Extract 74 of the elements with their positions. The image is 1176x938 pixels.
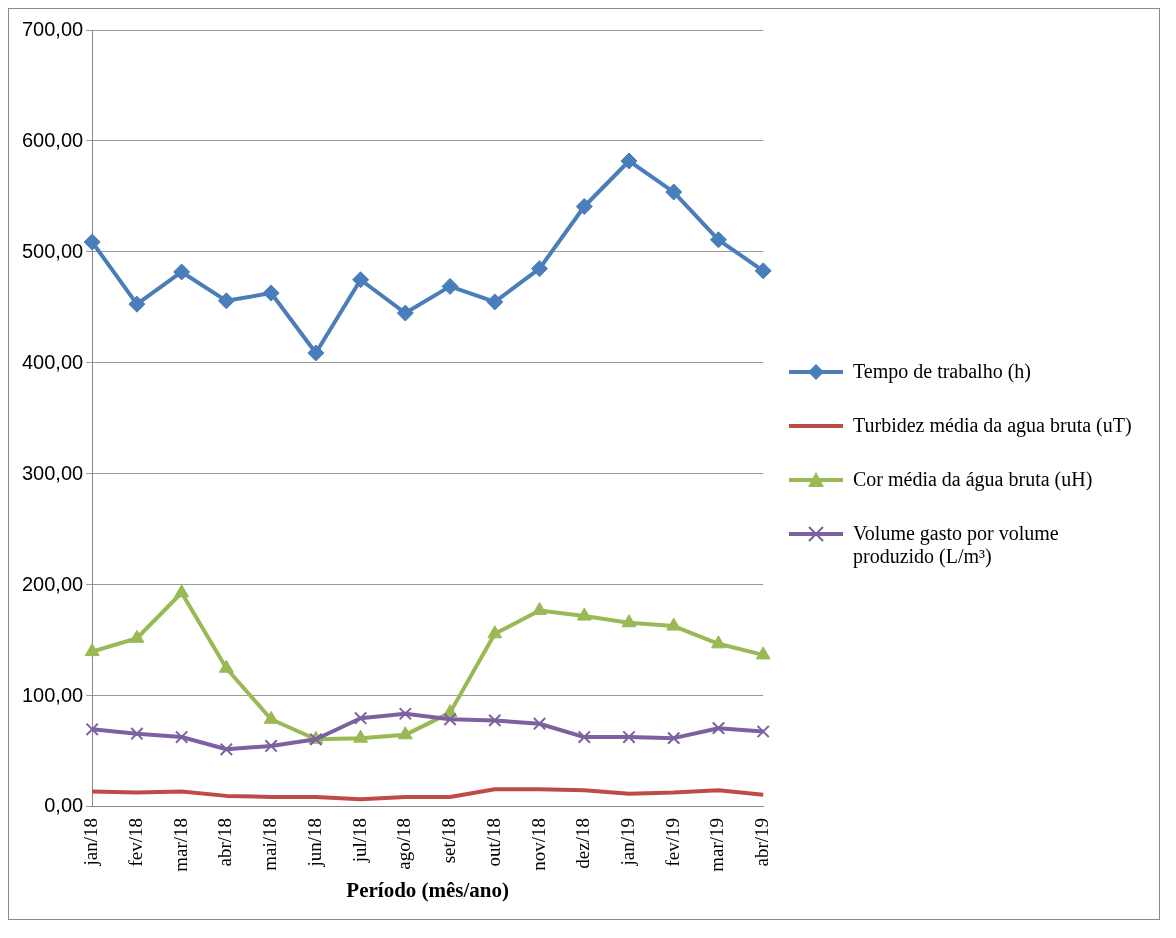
point [397, 726, 413, 740]
point [576, 607, 592, 621]
y-tick-label: 0,00 [44, 794, 84, 817]
y-tick-label: 100,00 [22, 683, 84, 706]
point [396, 304, 414, 322]
x-tick-label: set/18 [438, 817, 460, 864]
point [83, 233, 101, 251]
point [441, 277, 459, 295]
y-tick-label: 300,00 [22, 461, 84, 484]
x-axis-title: Período (mês/ano) [346, 877, 510, 902]
point [219, 742, 234, 756]
x-tick-label: abr/18 [214, 817, 236, 867]
point [756, 724, 770, 739]
point [353, 729, 369, 743]
x-tick-label: fev/18 [124, 817, 146, 867]
point [754, 262, 772, 280]
y-tick-label: 700,00 [22, 17, 84, 40]
point [263, 710, 279, 724]
x-tick-label: jan/18 [80, 817, 102, 867]
point [486, 293, 504, 311]
point [621, 614, 637, 628]
point [532, 717, 547, 731]
legend-label: Volume gasto por volume produzido (L/m³) [853, 522, 1060, 568]
point [532, 602, 547, 616]
point [665, 183, 683, 201]
point [666, 617, 682, 631]
point [85, 722, 99, 736]
point [711, 635, 726, 649]
y-tick-label: 500,00 [22, 239, 84, 262]
legend-label: Tempo de trabalho (h) [853, 360, 1032, 383]
point [755, 646, 771, 660]
x-tick-label: jul/18 [348, 817, 370, 864]
point [531, 260, 549, 278]
x-tick-label: ago/18 [393, 817, 415, 870]
point [353, 711, 368, 725]
point [398, 707, 412, 721]
legend-label: Turbidez média da agua bruta (uT) [853, 414, 1133, 437]
point [173, 263, 191, 281]
y-tick-label: 400,00 [22, 350, 84, 373]
x-tick-label: nov/18 [527, 817, 549, 871]
point [174, 730, 189, 744]
x-tick-label: mar/19 [706, 817, 728, 872]
point [577, 730, 591, 744]
point [443, 712, 457, 726]
point [217, 292, 235, 310]
point [218, 659, 234, 673]
point [620, 152, 638, 170]
point [262, 284, 280, 302]
x-tick-label: jun/18 [303, 817, 325, 868]
point [711, 721, 726, 735]
point [264, 739, 278, 753]
y-tick-label: 200,00 [22, 572, 84, 595]
point [307, 344, 325, 362]
point [174, 584, 190, 598]
x-tick-label: out/18 [482, 817, 504, 867]
x-tick-label: abr/19 [751, 817, 773, 867]
x-tick-label: mar/18 [169, 817, 191, 872]
legend-label: Cor média da água bruta (uH) [853, 468, 1094, 491]
point [129, 629, 145, 643]
point [488, 713, 502, 728]
point [487, 625, 503, 639]
point [128, 295, 146, 313]
x-tick-label: mai/18 [259, 817, 281, 871]
point [622, 730, 636, 744]
point [352, 271, 370, 289]
y-tick-label: 600,00 [22, 128, 84, 151]
x-tick-label: jan/19 [616, 817, 638, 867]
point [709, 231, 727, 249]
point [130, 727, 144, 741]
x-tick-label: fev/19 [661, 817, 683, 867]
point [84, 643, 100, 657]
point [667, 731, 681, 745]
x-tick-label: dez/18 [572, 817, 594, 869]
point [575, 197, 593, 215]
